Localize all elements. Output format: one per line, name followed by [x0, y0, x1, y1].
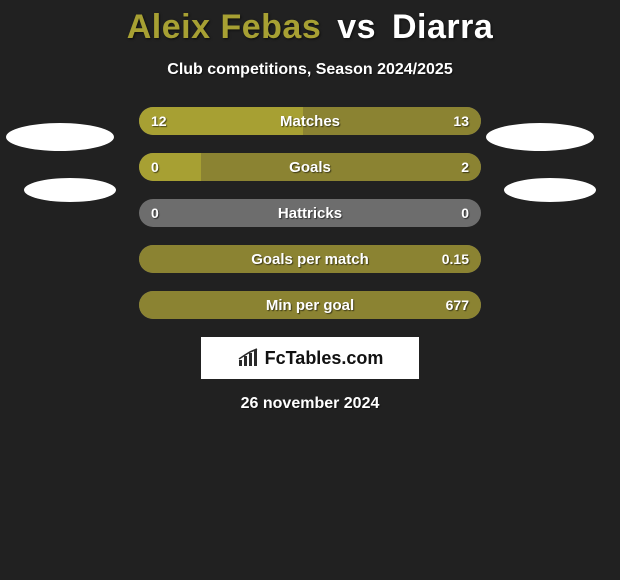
brand-chart-icon — [237, 348, 259, 368]
stat-label: Goals per match — [139, 245, 481, 273]
stat-row: 677Min per goal — [139, 291, 481, 319]
stats-rows: 1213Matches 02Goals 00Hattricks 0.15Goals p… — [139, 107, 481, 319]
stat-row: 00Hattricks — [139, 199, 481, 227]
stat-label: Goals — [139, 153, 481, 181]
player1-name: Aleix Febas — [127, 8, 321, 46]
stat-label: Hattricks — [139, 199, 481, 227]
side-ellipse — [504, 178, 596, 202]
comparison-title: Aleix Febas vs Diarra — [0, 0, 620, 47]
side-ellipse — [486, 123, 594, 151]
brand-text: FcTables.com — [265, 348, 384, 369]
side-ellipse — [6, 123, 114, 151]
stat-label: Matches — [139, 107, 481, 135]
player2-name: Diarra — [392, 8, 493, 46]
stat-row: 0.15Goals per match — [139, 245, 481, 273]
vs-label: vs — [337, 8, 376, 46]
side-ellipse — [24, 178, 116, 202]
date-line: 26 november 2024 — [0, 395, 620, 413]
stat-row: 02Goals — [139, 153, 481, 181]
stat-row: 1213Matches — [139, 107, 481, 135]
subtitle: Club competitions, Season 2024/2025 — [0, 61, 620, 79]
stat-label: Min per goal — [139, 291, 481, 319]
brand-box: FcTables.com — [201, 337, 419, 379]
